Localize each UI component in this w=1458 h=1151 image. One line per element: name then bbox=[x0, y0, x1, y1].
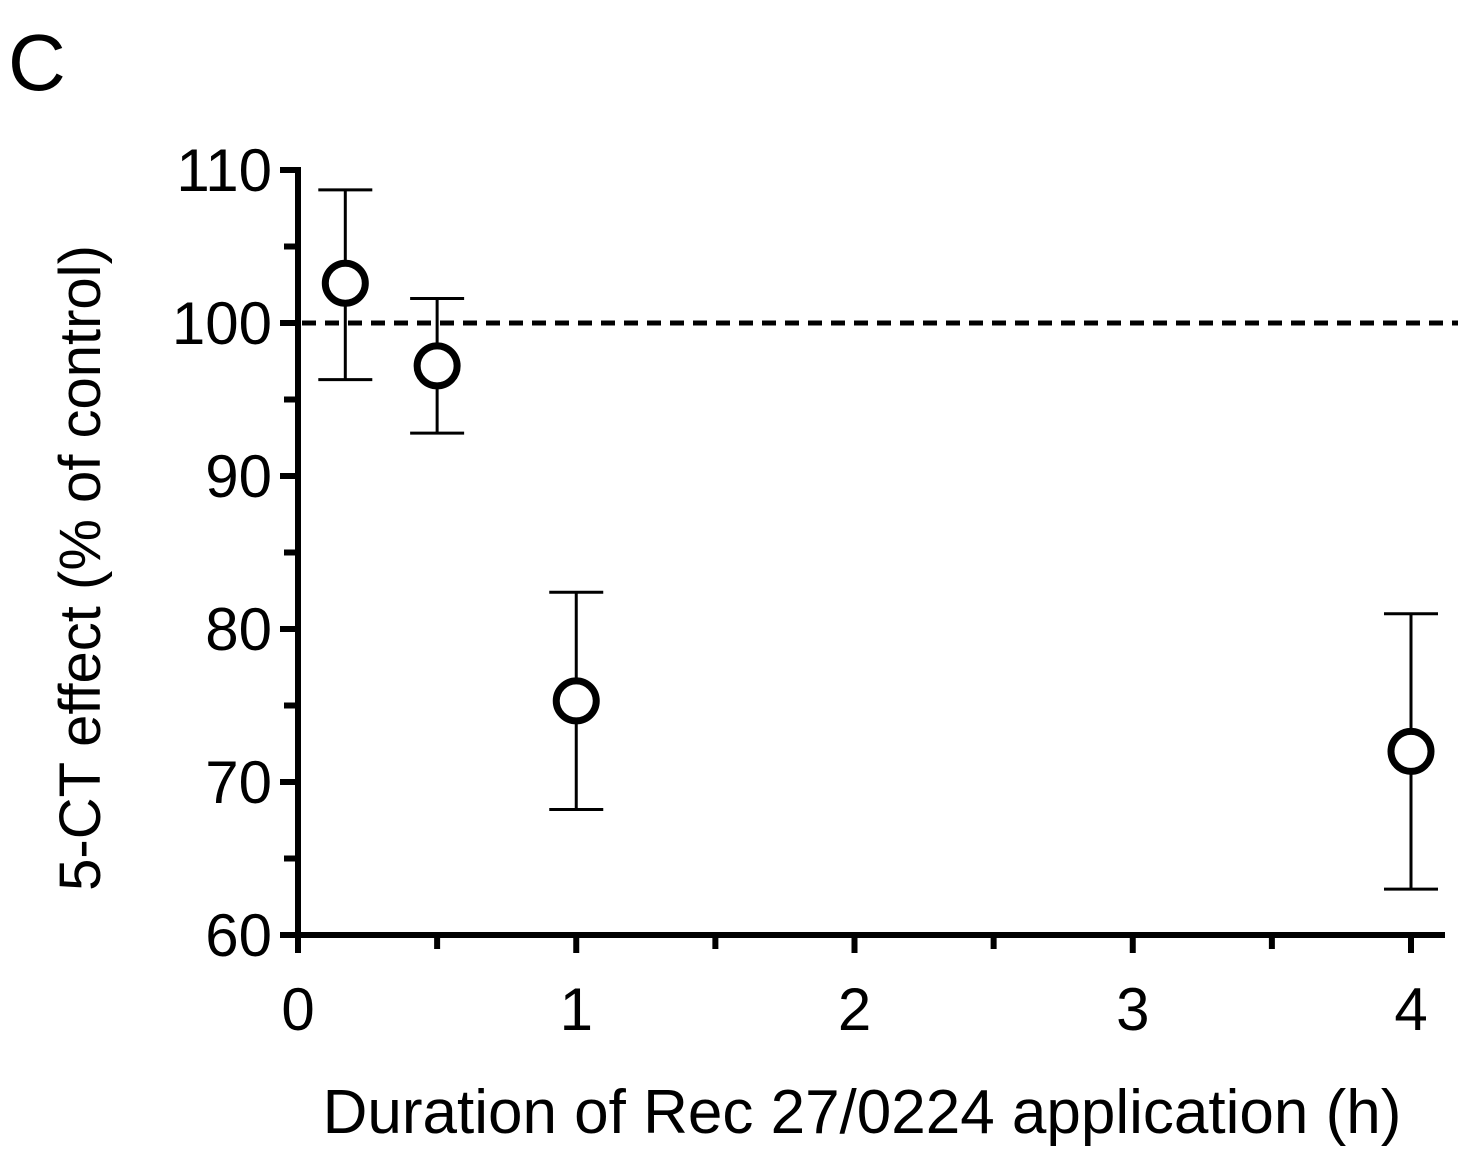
data-point bbox=[410, 297, 465, 435]
point-marker bbox=[552, 677, 600, 725]
x-axis-label: Duration of Rec 27/0224 application (h) bbox=[323, 1078, 1402, 1147]
y-tick-label: 60 bbox=[205, 902, 272, 969]
y-tick-label: 100 bbox=[172, 290, 272, 357]
data-point bbox=[318, 188, 373, 382]
y-tick-label: 70 bbox=[205, 749, 272, 816]
data-point bbox=[1384, 612, 1438, 891]
x-tick-label: 0 bbox=[281, 976, 314, 1043]
point-marker bbox=[413, 342, 461, 390]
data-point bbox=[549, 590, 604, 812]
x-tick-label: 4 bbox=[1394, 976, 1427, 1043]
x-tick-label: 2 bbox=[838, 976, 871, 1043]
data-points bbox=[318, 188, 1438, 891]
x-ticks: 0 1 2 3 4 bbox=[281, 935, 1428, 1043]
y-axis-label: 5-CT effect (% of control) bbox=[48, 245, 113, 891]
y-tick-label: 110 bbox=[176, 137, 272, 204]
x-tick-label: 3 bbox=[1116, 976, 1149, 1043]
point-marker bbox=[321, 259, 369, 307]
axes bbox=[295, 167, 1445, 938]
y-tick-label: 90 bbox=[205, 443, 272, 510]
point-marker bbox=[1387, 727, 1435, 775]
y-ticks: 60 70 80 90 100 110 bbox=[172, 137, 298, 969]
y-tick-label: 80 bbox=[205, 596, 272, 663]
x-tick-label: 1 bbox=[560, 976, 593, 1043]
panel-label: C bbox=[8, 18, 66, 107]
